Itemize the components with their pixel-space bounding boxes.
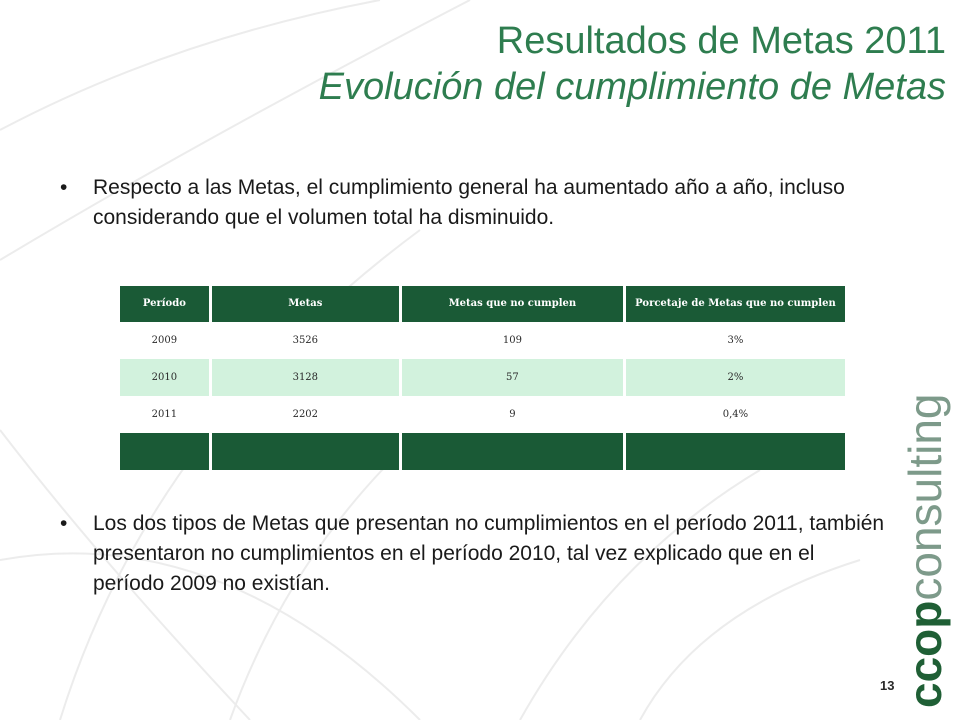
logo-bold-text: ccop xyxy=(899,600,951,708)
footer-cell xyxy=(117,433,212,470)
title-block: Resultados de Metas 2011 Evolución del c… xyxy=(319,18,946,110)
footer-cell xyxy=(208,433,402,470)
cell-no-cumplen: 109 xyxy=(398,322,626,359)
bullet-item-1: • Respecto a las Metas, el cumplimiento … xyxy=(60,173,890,233)
footer-cell xyxy=(622,433,849,470)
cell-porcentaje: 2% xyxy=(622,359,849,396)
table-header-row: Período Metas Metas que no cumplen Porce… xyxy=(117,286,849,322)
cell-metas: 3128 xyxy=(208,359,402,396)
cell-porcentaje: 3% xyxy=(622,322,849,359)
table-row: 2010 3128 57 2% xyxy=(117,359,849,396)
page-number: 13 xyxy=(880,678,895,693)
cell-no-cumplen: 9 xyxy=(398,396,626,433)
table-footer-row xyxy=(117,433,849,470)
header-periodo: Período xyxy=(117,286,212,322)
header-metas: Metas xyxy=(208,286,402,322)
cell-metas: 2202 xyxy=(208,396,402,433)
cell-porcentaje: 0,4% xyxy=(622,396,849,433)
table-row: 2011 2202 9 0,4% xyxy=(117,396,849,433)
logo-light-text: consulting xyxy=(899,393,951,601)
ccop-consulting-logo: ccopconsulting xyxy=(899,393,951,708)
bullet-icon: • xyxy=(60,176,68,199)
table-row: 2009 3526 109 3% xyxy=(117,322,849,359)
cell-no-cumplen: 57 xyxy=(398,359,626,396)
cell-metas: 3526 xyxy=(208,322,402,359)
slide-subtitle: Evolución del cumplimiento de Metas xyxy=(318,66,946,108)
bullet-text-1: Respecto a las Metas, el cumplimiento ge… xyxy=(93,176,845,229)
footer-cell xyxy=(398,433,626,470)
metas-table: Período Metas Metas que no cumplen Porce… xyxy=(117,286,849,470)
header-porcentaje: Porcetaje de Metas que no cumplen xyxy=(622,286,849,322)
bullet-text-2: Los dos tipos de Metas que presentan no … xyxy=(93,512,885,595)
cell-periodo: 2010 xyxy=(117,359,212,396)
cell-periodo: 2011 xyxy=(117,396,212,433)
bullet-item-2: • Los dos tipos de Metas que presentan n… xyxy=(60,509,890,599)
header-metas-no-cumplen: Metas que no cumplen xyxy=(398,286,626,322)
bullet-icon: • xyxy=(60,512,68,535)
slide-title: Resultados de Metas 2011 xyxy=(496,20,946,62)
cell-periodo: 2009 xyxy=(117,322,212,359)
